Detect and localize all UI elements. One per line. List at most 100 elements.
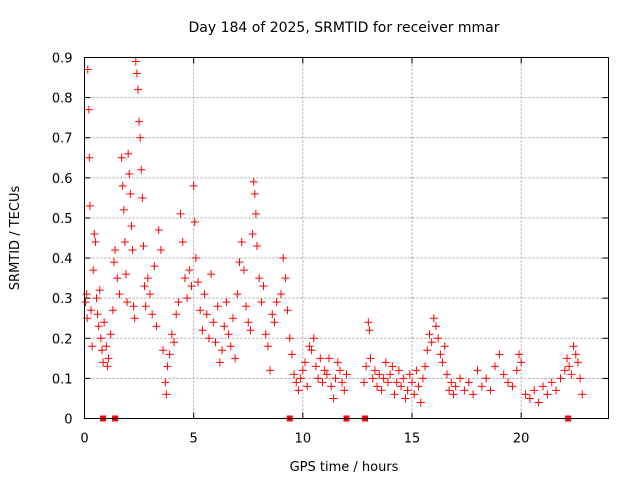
data-point bbox=[309, 334, 318, 343]
data-point bbox=[187, 282, 196, 291]
data-point bbox=[365, 326, 374, 335]
data-point bbox=[207, 270, 216, 279]
x-tick-label: 5 bbox=[190, 432, 198, 447]
data-point bbox=[508, 382, 517, 391]
data-point bbox=[163, 362, 172, 371]
data-point bbox=[534, 398, 543, 407]
data-point bbox=[434, 334, 443, 343]
data-point bbox=[283, 306, 292, 315]
data-point bbox=[113, 274, 122, 283]
data-point bbox=[83, 65, 92, 74]
data-point bbox=[298, 366, 307, 375]
data-point bbox=[96, 334, 105, 343]
data-point bbox=[89, 266, 98, 275]
data-point bbox=[204, 334, 213, 343]
data-point bbox=[129, 302, 138, 311]
data-point bbox=[100, 318, 109, 327]
data-point bbox=[97, 346, 106, 355]
data-point bbox=[88, 342, 97, 351]
data-point bbox=[154, 225, 163, 234]
data-point bbox=[359, 378, 368, 387]
data-point bbox=[141, 302, 150, 311]
data-point bbox=[427, 338, 436, 347]
data-point bbox=[94, 322, 103, 331]
data-point bbox=[440, 342, 449, 351]
data-point bbox=[399, 374, 408, 383]
data-point bbox=[156, 246, 165, 255]
data-point bbox=[213, 302, 222, 311]
data-point bbox=[512, 366, 521, 375]
data-point bbox=[514, 350, 523, 359]
axis-ticks: 0 0.1 0.2 0.3 0.4 0.5 0.6 0.7 0.8 0.9 0 5 10 15 20 bbox=[52, 52, 609, 447]
data-point bbox=[131, 57, 140, 66]
data-point bbox=[126, 189, 135, 198]
y-axis-label: SRMTID / TECUs bbox=[8, 186, 23, 291]
data-point bbox=[132, 69, 141, 78]
data-point bbox=[263, 342, 272, 351]
data-point bbox=[123, 298, 132, 307]
plot-frame bbox=[84, 57, 609, 419]
data-point bbox=[277, 290, 285, 299]
data-point bbox=[266, 366, 275, 375]
data-point bbox=[167, 330, 176, 339]
data-point bbox=[301, 358, 310, 367]
data-point bbox=[517, 358, 526, 367]
data-point bbox=[148, 310, 157, 319]
data-point bbox=[530, 386, 539, 395]
data-point bbox=[504, 378, 513, 387]
data-point bbox=[449, 390, 458, 399]
data-point bbox=[569, 342, 578, 351]
data-point bbox=[325, 354, 334, 363]
data-point bbox=[287, 350, 296, 359]
data-point bbox=[329, 394, 338, 403]
y-tick-label: 0.1 bbox=[52, 372, 73, 387]
y-tick-label: 0 bbox=[64, 413, 72, 428]
data-point bbox=[111, 246, 120, 255]
data-point bbox=[146, 290, 154, 299]
x-tick-label: 10 bbox=[295, 432, 312, 447]
data-point bbox=[429, 314, 438, 323]
data-point bbox=[140, 282, 149, 291]
data-point bbox=[143, 274, 152, 283]
data-point bbox=[239, 266, 248, 275]
data-point bbox=[172, 310, 181, 319]
data-point bbox=[311, 362, 320, 371]
data-point bbox=[366, 354, 375, 363]
data-point bbox=[136, 133, 145, 142]
data-point bbox=[401, 394, 410, 403]
data-point bbox=[403, 386, 412, 395]
data-point bbox=[119, 205, 128, 214]
data-point bbox=[200, 290, 209, 299]
data-point bbox=[133, 85, 142, 94]
data-point bbox=[495, 350, 504, 359]
data-point bbox=[191, 254, 200, 263]
data-point bbox=[270, 318, 279, 327]
data-point bbox=[165, 350, 174, 359]
data-point bbox=[416, 398, 425, 407]
data-point bbox=[451, 382, 460, 391]
data-point bbox=[128, 246, 137, 255]
data-point bbox=[255, 274, 264, 283]
data-point bbox=[215, 358, 224, 367]
data-point bbox=[285, 334, 294, 343]
data-point bbox=[81, 298, 90, 307]
data-point bbox=[249, 177, 258, 186]
chart-title: Day 184 of 2025, SRMTID for receiver mma… bbox=[188, 20, 499, 36]
data-point bbox=[202, 310, 211, 319]
data-point bbox=[121, 270, 130, 279]
data-point bbox=[292, 378, 301, 387]
data-point bbox=[447, 378, 456, 387]
data-point bbox=[539, 382, 547, 391]
data-point bbox=[290, 370, 299, 379]
data-point bbox=[246, 326, 255, 335]
data-point bbox=[331, 374, 340, 383]
data-point bbox=[170, 338, 179, 347]
data-point bbox=[547, 378, 556, 387]
data-point bbox=[338, 378, 347, 387]
data-point bbox=[469, 390, 478, 399]
data-point bbox=[106, 330, 115, 339]
y-tick-label: 0.4 bbox=[52, 252, 73, 267]
data-point bbox=[251, 209, 260, 218]
y-tick-label: 0.8 bbox=[52, 92, 73, 107]
